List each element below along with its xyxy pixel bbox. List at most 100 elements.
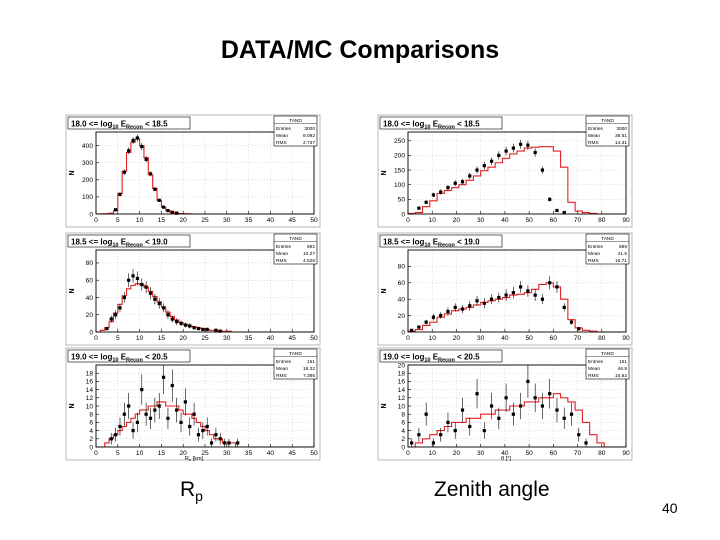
x-axis-label-unit: [km] <box>191 456 203 461</box>
data-point <box>439 189 443 195</box>
data-marker <box>148 416 153 420</box>
data-point <box>540 166 545 174</box>
data-points <box>410 276 581 332</box>
data-marker <box>555 408 559 412</box>
stats-box <box>273 233 318 265</box>
title-part: E <box>118 238 126 247</box>
data-point <box>131 136 135 145</box>
data-point <box>170 210 174 214</box>
x-tick-label: 45 <box>289 450 297 457</box>
x-tick-label: 90 <box>622 217 630 224</box>
data-marker <box>526 143 530 147</box>
data-point <box>196 326 201 331</box>
x-tick-label: 35 <box>245 217 253 224</box>
stats-name: TAND <box>601 236 614 242</box>
data-point <box>188 417 192 436</box>
data-marker <box>118 306 122 310</box>
stats-value: 892 <box>307 244 315 250</box>
data-marker <box>460 180 465 184</box>
data-point <box>144 156 148 163</box>
title-part-sub: Recon <box>126 125 143 131</box>
data-point <box>127 273 131 288</box>
data-point <box>519 281 523 293</box>
data-point <box>410 328 414 332</box>
data-marker <box>439 190 443 194</box>
data-point <box>453 422 457 439</box>
data-point <box>227 438 231 447</box>
x-tick-label: 80 <box>598 450 606 457</box>
x-axis-label: Rp [km] <box>185 456 204 461</box>
y-tick-label: 18 <box>86 371 94 378</box>
data-marker <box>548 392 552 396</box>
title-part-sub: 10 <box>424 358 430 364</box>
x-tick-label: 50 <box>525 450 533 457</box>
data-marker <box>140 282 144 287</box>
y-tick-label: 18 <box>398 371 406 378</box>
data-point <box>548 378 552 409</box>
title-part-sub: Recon <box>438 125 455 131</box>
y-tick-label: 20 <box>398 362 406 369</box>
data-point <box>533 383 537 413</box>
x-tick-label: 5 <box>116 450 120 457</box>
y-tick-label: 40 <box>86 295 94 302</box>
y-tick-label: 8 <box>401 412 405 419</box>
x-tick-label: 20 <box>180 217 188 224</box>
data-marker <box>140 388 144 392</box>
data-marker <box>562 305 566 309</box>
mc-histogram-line <box>408 393 626 448</box>
data-point <box>468 300 472 311</box>
chart-title: 18.5 <= log10 ERecon < 19.0 <box>383 238 480 249</box>
title-part-sub: Recon <box>126 358 143 364</box>
data-marker <box>519 142 523 146</box>
data-marker <box>504 293 508 297</box>
y-tick-label: 60 <box>398 280 406 287</box>
x-tick-label: 10 <box>136 217 144 224</box>
chart-title: 18.0 <= log10 ERecon < 18.5 <box>383 120 480 131</box>
title-part-sub: 10 <box>112 125 118 131</box>
stats-key: RMS <box>588 373 599 379</box>
stats-name: TAND <box>289 351 302 357</box>
data-marker <box>497 416 501 420</box>
data-marker <box>475 392 479 396</box>
stats-value: 4.528 <box>303 258 315 264</box>
x-tick-label: 25 <box>201 217 209 224</box>
y-tick-label: 0 <box>89 211 93 218</box>
title-box <box>379 349 503 363</box>
x-tick-label: 15 <box>158 335 166 342</box>
stats-key: Entries <box>276 244 292 250</box>
data-marker <box>533 150 537 155</box>
data-point <box>424 402 428 426</box>
data-marker <box>540 404 545 408</box>
y-tick-label: 10 <box>398 403 406 410</box>
x-tick-label: 70 <box>574 335 582 342</box>
x-tick-label: 0 <box>406 450 410 457</box>
data-point <box>577 427 581 442</box>
data-point <box>489 294 494 305</box>
x-tick-label: 40 <box>501 450 509 457</box>
data-marker <box>410 328 414 332</box>
x-tick-label: 50 <box>310 450 318 457</box>
data-marker <box>236 441 240 445</box>
data-point <box>562 303 566 312</box>
x-tick-label: 90 <box>622 450 630 457</box>
data-marker <box>497 153 501 158</box>
data-marker <box>166 313 170 317</box>
x-axis-label-main: θ [°] <box>501 456 511 461</box>
x-tick-label: 5 <box>116 335 120 342</box>
data-point <box>475 166 479 174</box>
x-tick-label: 20 <box>180 450 188 457</box>
data-point <box>127 147 131 155</box>
x-tick-label: 30 <box>223 450 231 457</box>
data-marker <box>227 441 231 445</box>
stats-name: TAND <box>289 118 302 124</box>
data-point <box>170 315 174 323</box>
x-tick-label: 0 <box>406 217 410 224</box>
data-point <box>196 427 201 442</box>
stats-key: Mean <box>276 366 288 372</box>
data-point <box>497 151 501 160</box>
data-point <box>548 276 552 290</box>
data-marker <box>431 441 436 445</box>
stats-value: 889 <box>619 244 627 250</box>
data-marker <box>166 208 170 213</box>
data-point <box>460 178 465 185</box>
